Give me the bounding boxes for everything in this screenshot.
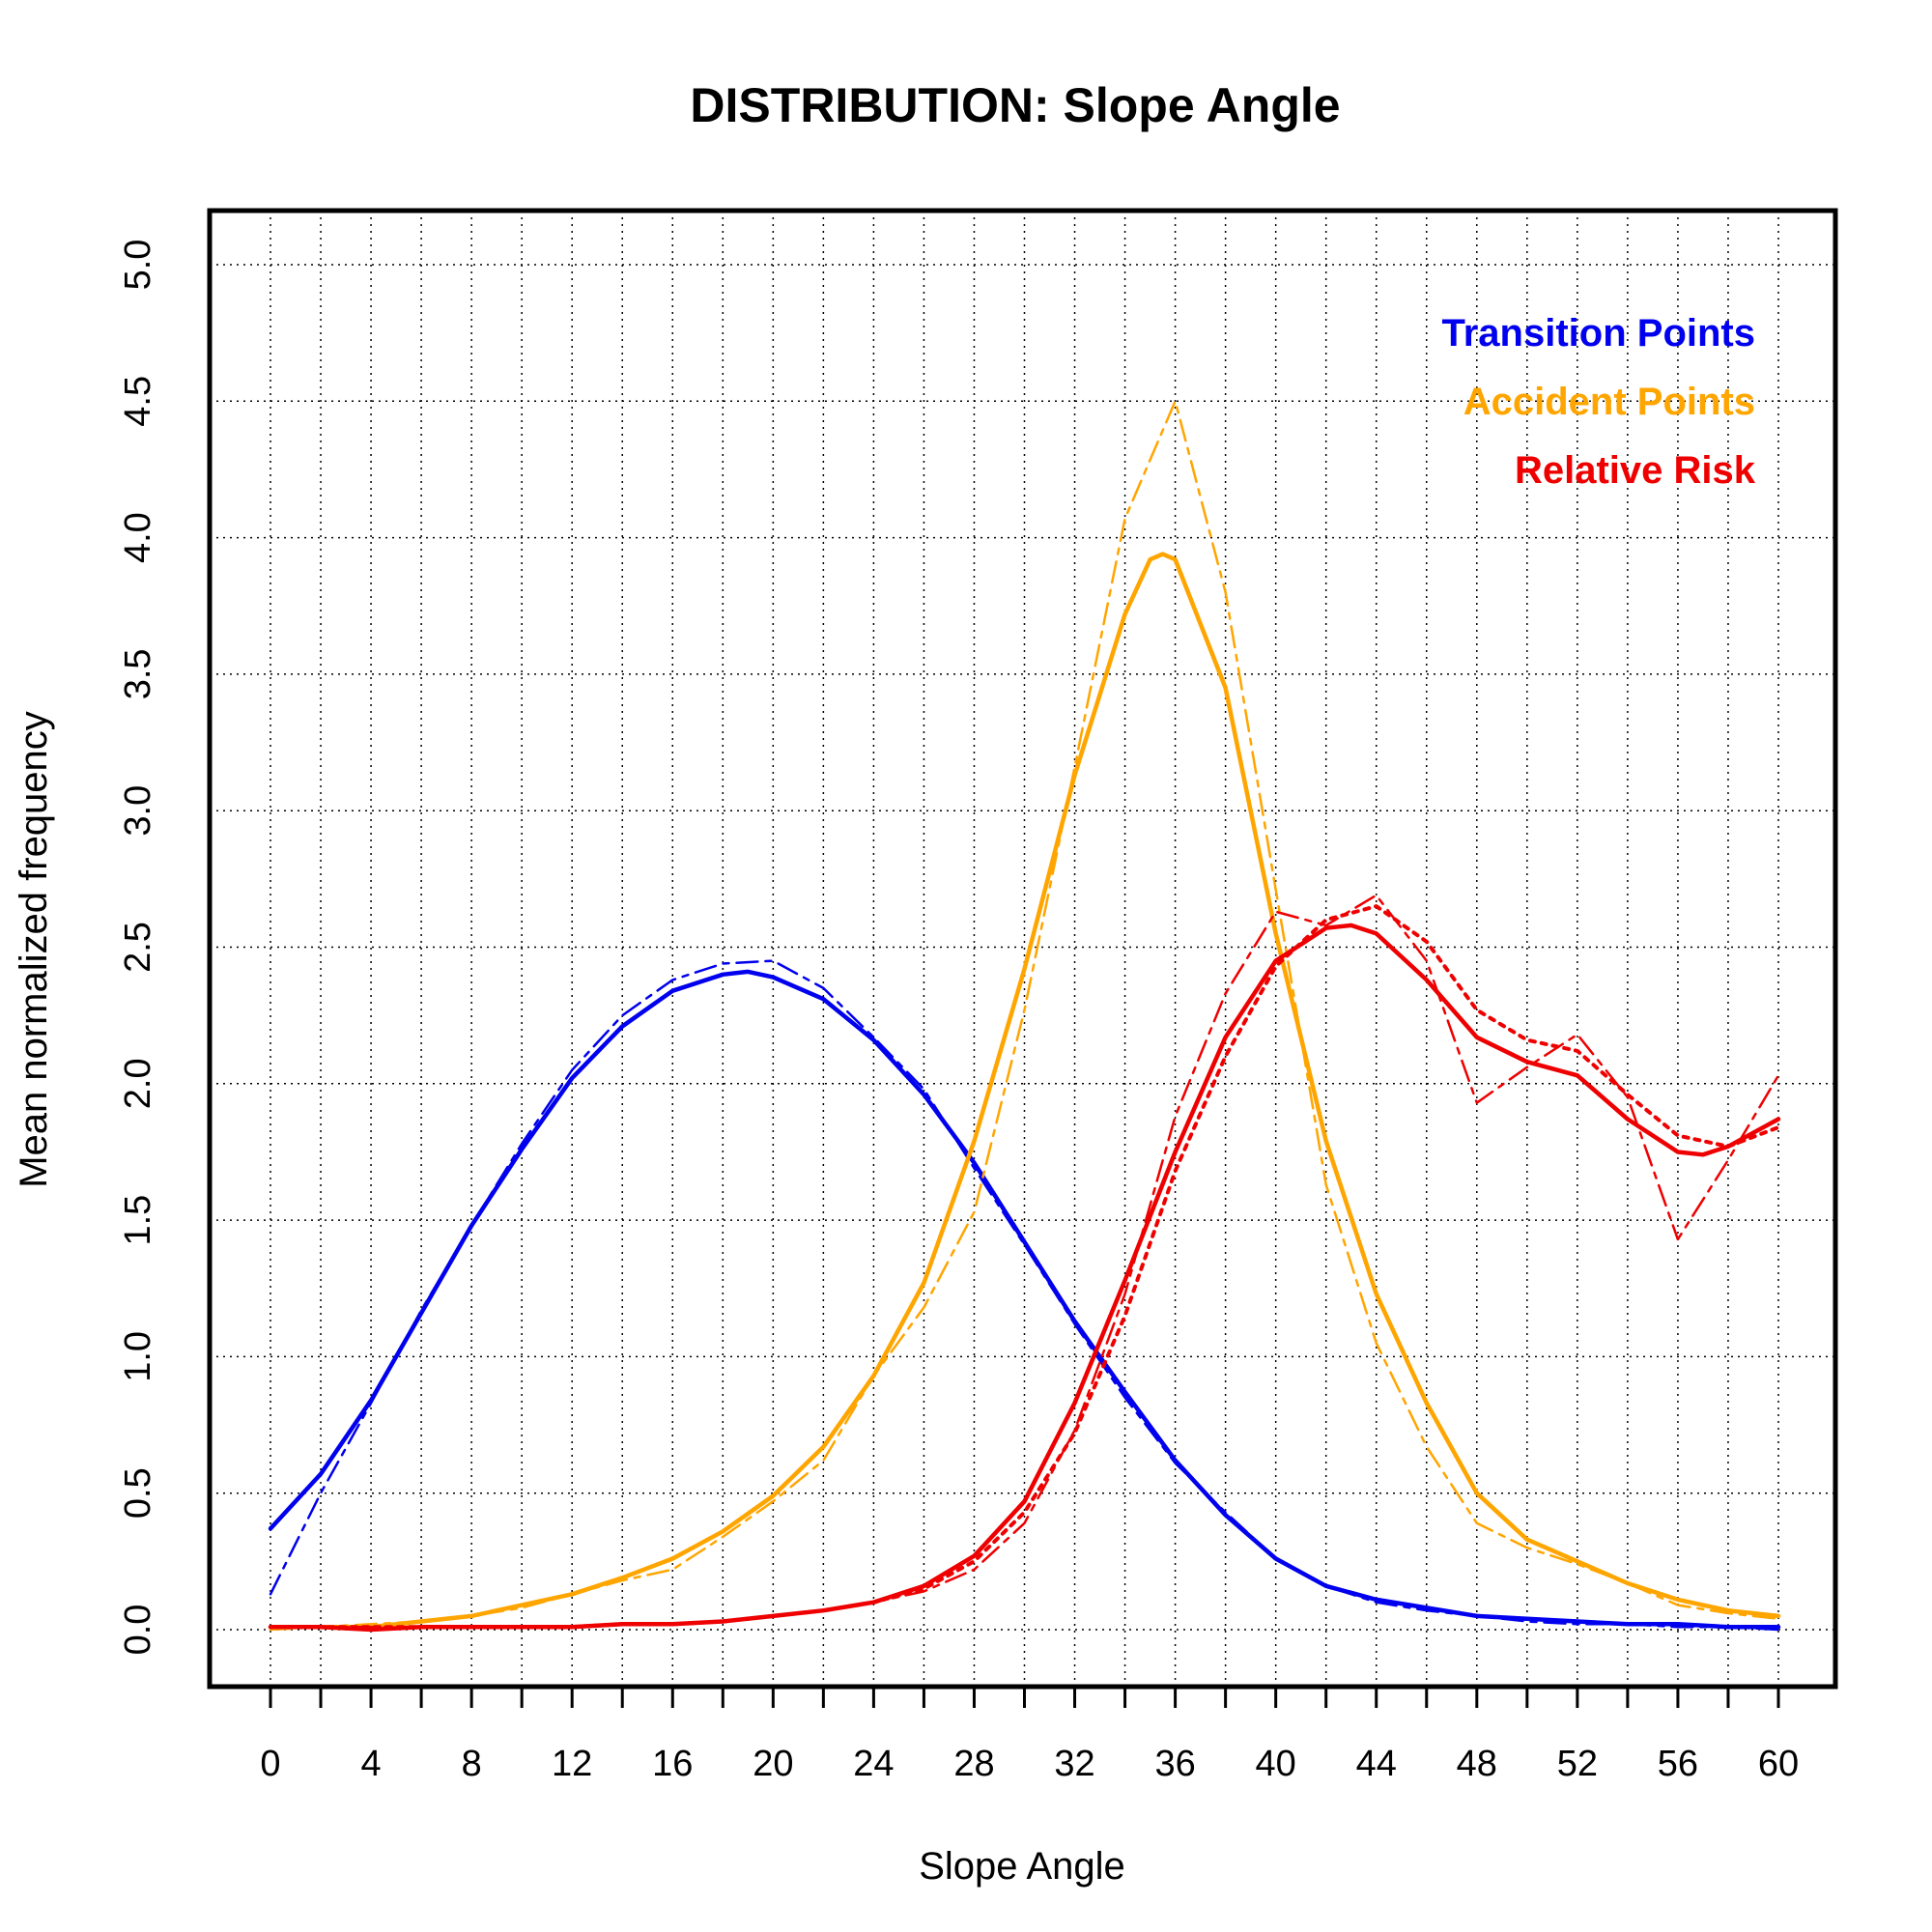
series-accident-points-dashed — [269, 400, 1780, 1632]
plot-series — [268, 400, 1781, 1633]
x-tick-label: 8 — [462, 1744, 482, 1784]
series-relative-risk-solid — [268, 923, 1781, 1633]
y-tick-label: 5.0 — [118, 240, 158, 291]
plot-frame — [207, 208, 1838, 1690]
legend-item-relative-risk: Relative Risk — [1515, 449, 1756, 492]
legend-item-accident-points: Accident Points — [1463, 381, 1755, 423]
x-tick-label: 60 — [1758, 1744, 1799, 1784]
y-tick-label: 4.0 — [118, 512, 158, 563]
legend-item-transition-points: Transition Points — [1442, 312, 1755, 355]
chart-title: DISTRIBUTION: Slope Angle — [690, 78, 1340, 132]
x-axis: 0 4 8 12 16 20 24 28 32 36 40 44 48 52 56 60 — [260, 1687, 1799, 1784]
y-axis: 0.0 0.5 1.0 1.5 2.0 2.5 3.0 3.5 4.0 4.5 5.0 — [118, 240, 158, 1656]
y-axis-label: Mean normalized frequency — [13, 711, 55, 1188]
x-tick-label: 52 — [1557, 1744, 1598, 1784]
x-tick-label: 0 — [260, 1744, 280, 1784]
y-tick-label: 1.0 — [118, 1331, 158, 1382]
x-tick-label: 12 — [552, 1744, 592, 1784]
series-transition-points-dashed — [269, 959, 1780, 1632]
x-tick-label: 16 — [652, 1744, 693, 1784]
x-tick-label: 48 — [1457, 1744, 1497, 1784]
y-tick-label: 1.5 — [118, 1195, 158, 1246]
x-tick-label: 32 — [1054, 1744, 1094, 1784]
y-tick-label: 2.0 — [118, 1058, 158, 1109]
x-tick-label: 28 — [953, 1744, 994, 1784]
series-transition-points-solid — [268, 969, 1781, 1630]
legend: Transition Points Accident Points Relative… — [1442, 312, 1756, 492]
x-tick-label: 56 — [1658, 1744, 1698, 1784]
y-tick-label: 0.5 — [118, 1467, 158, 1519]
y-tick-label: 4.5 — [118, 376, 158, 427]
y-tick-label: 2.5 — [118, 922, 158, 973]
grid — [210, 211, 1835, 1687]
series-relative-risk-dashed — [269, 894, 1780, 1629]
x-tick-label: 4 — [360, 1744, 381, 1784]
y-tick-label: 3.0 — [118, 785, 158, 837]
x-tick-label: 24 — [853, 1744, 894, 1784]
y-tick-label: 3.5 — [118, 648, 158, 699]
x-tick-label: 20 — [753, 1744, 793, 1784]
series-accident-points-solid — [268, 552, 1781, 1630]
x-tick-label: 36 — [1154, 1744, 1195, 1784]
x-tick-label: 40 — [1256, 1744, 1296, 1784]
x-axis-label: Slope Angle — [919, 1845, 1125, 1888]
y-tick-label: 0.0 — [118, 1605, 158, 1656]
x-tick-label: 44 — [1356, 1744, 1397, 1784]
